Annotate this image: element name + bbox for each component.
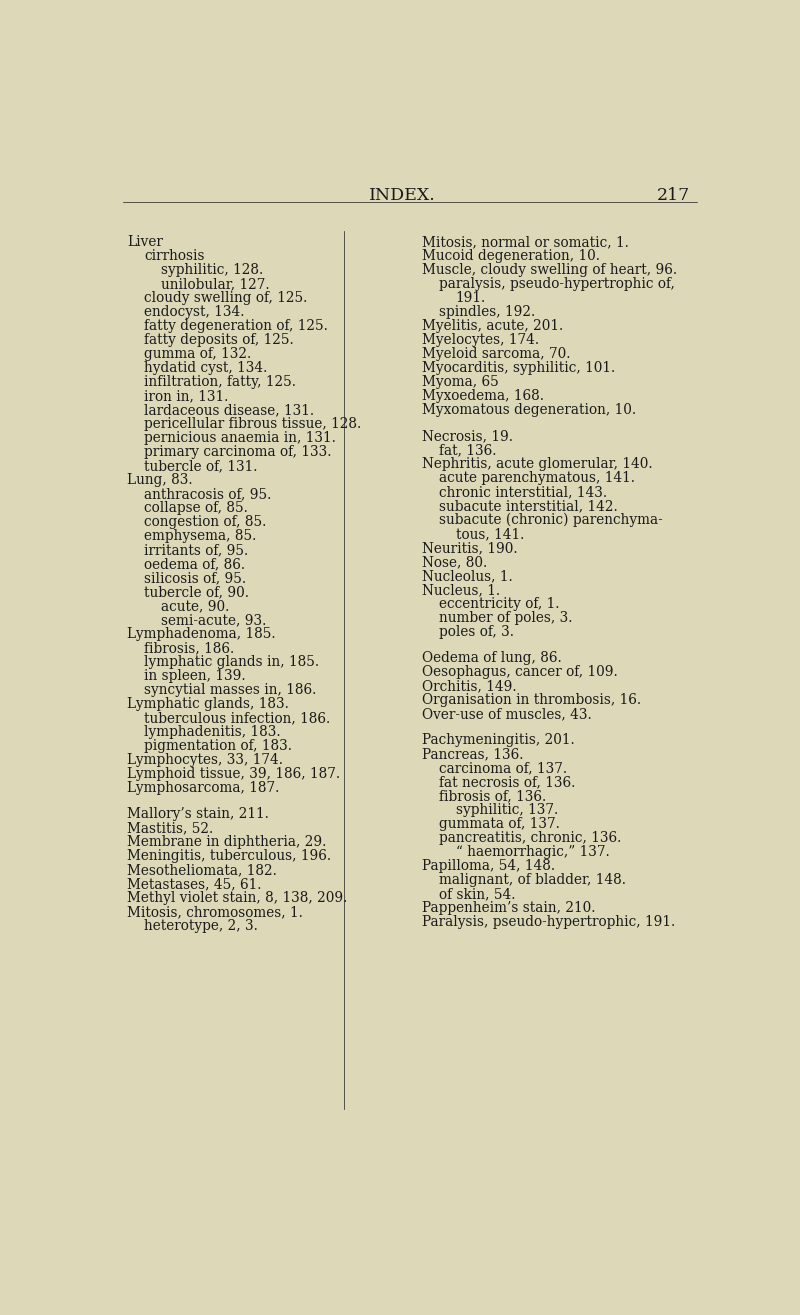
Text: Mitosis, normal or somatic, 1.: Mitosis, normal or somatic, 1. <box>422 235 629 249</box>
Text: Myocarditis, syphilitic, 101.: Myocarditis, syphilitic, 101. <box>422 360 615 375</box>
Text: oedema of, 86.: oedema of, 86. <box>144 558 246 571</box>
Text: subacute (chronic) parenchyma-: subacute (chronic) parenchyma- <box>438 513 662 527</box>
Text: in spleen, 139.: in spleen, 139. <box>144 669 246 684</box>
Text: syncytial masses in, 186.: syncytial masses in, 186. <box>144 684 317 697</box>
Text: Mastitis, 52.: Mastitis, 52. <box>127 822 214 835</box>
Text: syphilitic, 137.: syphilitic, 137. <box>456 803 558 817</box>
Text: Myxomatous degeneration, 10.: Myxomatous degeneration, 10. <box>422 402 636 417</box>
Text: Organisation in thrombosis, 16.: Organisation in thrombosis, 16. <box>422 693 641 707</box>
Text: acute, 90.: acute, 90. <box>162 600 230 613</box>
Text: congestion of, 85.: congestion of, 85. <box>144 515 266 529</box>
Text: semi-acute, 93.: semi-acute, 93. <box>162 613 266 627</box>
Text: lymphadenitis, 183.: lymphadenitis, 183. <box>144 726 281 739</box>
Text: Nose, 80.: Nose, 80. <box>422 555 487 569</box>
Text: Myelitis, acute, 201.: Myelitis, acute, 201. <box>422 318 563 333</box>
Text: Lymphadenoma, 185.: Lymphadenoma, 185. <box>127 627 276 642</box>
Text: hydatid cyst, 134.: hydatid cyst, 134. <box>144 360 267 375</box>
Text: Over-use of muscles, 43.: Over-use of muscles, 43. <box>422 707 591 721</box>
Text: irritants of, 95.: irritants of, 95. <box>144 543 249 558</box>
Text: pancreatitis, chronic, 136.: pancreatitis, chronic, 136. <box>438 831 621 846</box>
Text: Lymphatic glands, 183.: Lymphatic glands, 183. <box>127 697 289 711</box>
Text: tuberculous infection, 186.: tuberculous infection, 186. <box>144 711 330 726</box>
Text: chronic interstitial, 143.: chronic interstitial, 143. <box>438 485 606 498</box>
Text: paralysis, pseudo-hypertrophic of,: paralysis, pseudo-hypertrophic of, <box>438 277 674 291</box>
Text: “ haemorrhagic,” 137.: “ haemorrhagic,” 137. <box>456 846 610 859</box>
Text: Mucoid degeneration, 10.: Mucoid degeneration, 10. <box>422 249 600 263</box>
Text: iron in, 131.: iron in, 131. <box>144 389 229 402</box>
Text: Metastases, 45, 61.: Metastases, 45, 61. <box>127 877 262 892</box>
Text: cirrhosis: cirrhosis <box>144 249 205 263</box>
Text: syphilitic, 128.: syphilitic, 128. <box>162 263 263 277</box>
Text: Nephritis, acute glomerular, 140.: Nephritis, acute glomerular, 140. <box>422 456 652 471</box>
Text: pericellular fibrous tissue, 128.: pericellular fibrous tissue, 128. <box>144 417 362 431</box>
Text: Meningitis, tuberculous, 196.: Meningitis, tuberculous, 196. <box>127 849 331 864</box>
Text: lymphatic glands in, 185.: lymphatic glands in, 185. <box>144 655 319 669</box>
Text: Myoma, 65: Myoma, 65 <box>422 375 498 389</box>
Text: eccentricity of, 1.: eccentricity of, 1. <box>438 597 559 611</box>
Text: Neuritis, 190.: Neuritis, 190. <box>422 540 518 555</box>
Text: fatty deposits of, 125.: fatty deposits of, 125. <box>144 333 294 347</box>
Text: fibrosis, 186.: fibrosis, 186. <box>144 642 234 655</box>
Text: tous, 141.: tous, 141. <box>456 527 524 540</box>
Text: subacute interstitial, 142.: subacute interstitial, 142. <box>438 498 618 513</box>
Text: INDEX.: INDEX. <box>369 187 436 204</box>
Text: heterotype, 2, 3.: heterotype, 2, 3. <box>144 919 258 934</box>
Text: 191.: 191. <box>456 291 486 305</box>
Text: Necrosis, 19.: Necrosis, 19. <box>422 429 513 443</box>
Text: Lymphosarcoma, 187.: Lymphosarcoma, 187. <box>127 781 279 796</box>
Text: carcinoma of, 137.: carcinoma of, 137. <box>438 761 566 775</box>
Text: pigmentation of, 183.: pigmentation of, 183. <box>144 739 292 753</box>
Text: Pancreas, 136.: Pancreas, 136. <box>422 747 523 761</box>
Text: fatty degeneration of, 125.: fatty degeneration of, 125. <box>144 318 328 333</box>
Text: fibrosis of, 136.: fibrosis of, 136. <box>438 789 546 803</box>
Text: Nucleus, 1.: Nucleus, 1. <box>422 583 500 597</box>
Text: gummata of, 137.: gummata of, 137. <box>438 817 559 831</box>
Text: fat, 136.: fat, 136. <box>438 443 496 456</box>
Text: emphysema, 85.: emphysema, 85. <box>144 529 257 543</box>
Text: gumma of, 132.: gumma of, 132. <box>144 347 251 360</box>
Text: number of poles, 3.: number of poles, 3. <box>438 611 572 625</box>
Text: acute parenchymatous, 141.: acute parenchymatous, 141. <box>438 471 634 485</box>
Text: poles of, 3.: poles of, 3. <box>438 625 514 639</box>
Text: pernicious anaemia in, 131.: pernicious anaemia in, 131. <box>144 431 336 444</box>
Text: Myxoedema, 168.: Myxoedema, 168. <box>422 389 544 402</box>
Text: silicosis of, 95.: silicosis of, 95. <box>144 571 246 585</box>
Text: Pachymeningitis, 201.: Pachymeningitis, 201. <box>422 732 574 747</box>
Text: unilobular, 127.: unilobular, 127. <box>162 277 270 291</box>
Text: Paralysis, pseudo-hypertrophic, 191.: Paralysis, pseudo-hypertrophic, 191. <box>422 915 675 930</box>
Text: primary carcinoma of, 133.: primary carcinoma of, 133. <box>144 444 332 459</box>
Text: anthracosis of, 95.: anthracosis of, 95. <box>144 487 271 501</box>
Text: spindles, 192.: spindles, 192. <box>438 305 535 318</box>
Text: tubercle of, 90.: tubercle of, 90. <box>144 585 249 600</box>
Text: Mitosis, chromosomes, 1.: Mitosis, chromosomes, 1. <box>127 905 303 919</box>
Text: Pappenheim’s stain, 210.: Pappenheim’s stain, 210. <box>422 901 595 915</box>
Text: Liver: Liver <box>127 235 163 249</box>
Text: Membrane in diphtheria, 29.: Membrane in diphtheria, 29. <box>127 835 326 849</box>
Text: Muscle, cloudy swelling of heart, 96.: Muscle, cloudy swelling of heart, 96. <box>422 263 677 277</box>
Text: cloudy swelling of, 125.: cloudy swelling of, 125. <box>144 291 307 305</box>
Text: Mallory’s stain, 211.: Mallory’s stain, 211. <box>127 807 269 822</box>
Text: collapse of, 85.: collapse of, 85. <box>144 501 248 515</box>
Text: endocyst, 134.: endocyst, 134. <box>144 305 245 318</box>
Text: Mesotheliomata, 182.: Mesotheliomata, 182. <box>127 864 277 877</box>
Text: of skin, 54.: of skin, 54. <box>438 888 515 901</box>
Text: Orchitis, 149.: Orchitis, 149. <box>422 679 516 693</box>
Text: Methyl violet stain, 8, 138, 209.: Methyl violet stain, 8, 138, 209. <box>127 892 347 905</box>
Text: Papilloma, 54, 148.: Papilloma, 54, 148. <box>422 859 554 873</box>
Text: fat necrosis of, 136.: fat necrosis of, 136. <box>438 775 575 789</box>
Text: lardaceous disease, 131.: lardaceous disease, 131. <box>144 402 314 417</box>
Text: Lymphoid tissue, 39, 186, 187.: Lymphoid tissue, 39, 186, 187. <box>127 768 340 781</box>
Text: Lung, 83.: Lung, 83. <box>127 473 193 487</box>
Text: Myeloid sarcoma, 70.: Myeloid sarcoma, 70. <box>422 347 570 360</box>
Text: Oesophagus, cancer of, 109.: Oesophagus, cancer of, 109. <box>422 665 618 679</box>
Text: 217: 217 <box>658 187 690 204</box>
Text: Nucleolus, 1.: Nucleolus, 1. <box>422 569 512 583</box>
Text: Oedema of lung, 86.: Oedema of lung, 86. <box>422 651 562 665</box>
Text: malignant, of bladder, 148.: malignant, of bladder, 148. <box>438 873 626 888</box>
Text: infiltration, fatty, 125.: infiltration, fatty, 125. <box>144 375 296 389</box>
Text: Myelocytes, 174.: Myelocytes, 174. <box>422 333 538 347</box>
Text: Lymphocytes, 33, 174.: Lymphocytes, 33, 174. <box>127 753 283 768</box>
Text: tubercle of, 131.: tubercle of, 131. <box>144 459 258 473</box>
